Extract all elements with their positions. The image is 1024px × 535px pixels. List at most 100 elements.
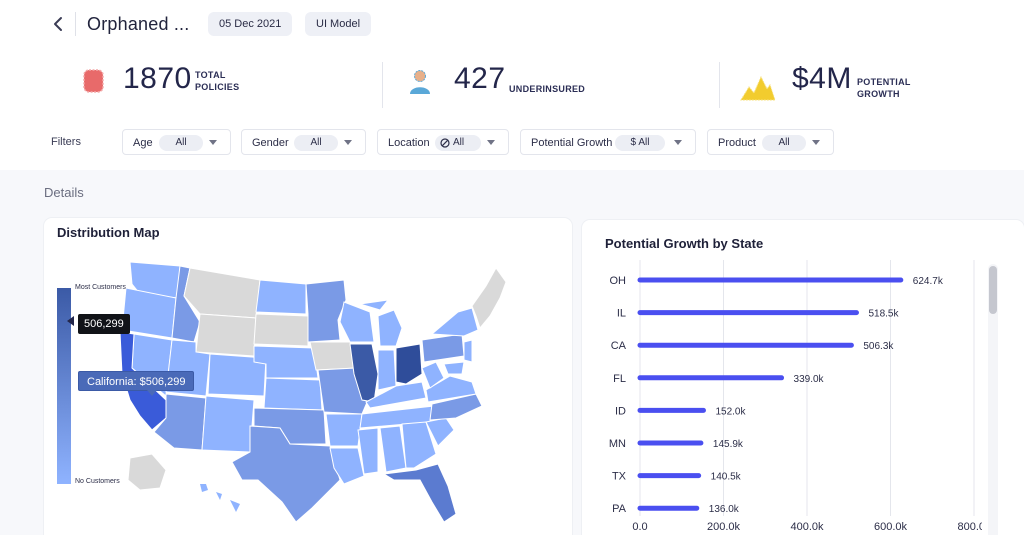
filter-label: Potential Growth xyxy=(531,137,613,149)
filter-value: All xyxy=(762,135,806,151)
data-label: 624.7k xyxy=(913,276,944,287)
x-tick-label: 400.0k xyxy=(790,521,824,533)
filter-label: Product xyxy=(718,137,756,149)
category-label: MN xyxy=(609,438,626,450)
category-label: IL xyxy=(617,308,626,320)
legend-max-label: Most Customers xyxy=(75,284,126,291)
kpi-value: 1870 xyxy=(123,62,192,95)
x-tick-label: 0.0 xyxy=(632,521,647,533)
state-ks xyxy=(263,377,323,411)
state-al xyxy=(379,425,407,473)
x-tick-label: 200.0k xyxy=(707,521,741,533)
scrollbar-thumb[interactable] xyxy=(989,266,997,314)
state-ky xyxy=(365,381,427,409)
x-tick-label: 600.0k xyxy=(874,521,908,533)
section-title: Details xyxy=(44,185,84,200)
header-panel: Orphaned ... 05 Dec 2021 UI Model 1870 T… xyxy=(0,0,1024,170)
state-co xyxy=(207,353,267,397)
growth-peaks-icon xyxy=(740,75,776,101)
filter-age[interactable]: Age All xyxy=(122,129,231,155)
state-nd xyxy=(255,279,307,315)
kpi-label: POTENTIAL GROWTH xyxy=(857,77,911,99)
kpi-label: TOTAL POLICIES xyxy=(195,70,240,92)
state-in xyxy=(377,349,397,391)
kpi-label: UNDERINSURED xyxy=(509,84,586,94)
state-oh xyxy=(395,343,423,385)
kpi-divider xyxy=(382,62,383,108)
category-label: CA xyxy=(611,340,627,352)
state-ms xyxy=(357,427,379,475)
legend-min-label: No Customers xyxy=(75,478,120,485)
legend-value-tooltip: 506,299 xyxy=(78,314,130,334)
data-label: 506.3k xyxy=(863,341,894,352)
filters-label: Filters xyxy=(51,136,81,148)
filter-potential-growth[interactable]: Potential Growth $ All xyxy=(520,129,696,155)
state-nj xyxy=(463,339,473,363)
category-label: ID xyxy=(615,405,626,417)
category-label: PA xyxy=(612,503,627,515)
state-mn xyxy=(305,279,347,343)
page-title: Orphaned ... xyxy=(87,14,190,34)
state-ar xyxy=(325,413,363,447)
state-wi xyxy=(339,301,375,343)
x-tick-label: 800.0k xyxy=(957,521,982,533)
data-label: 136.0k xyxy=(709,504,740,515)
state-ga xyxy=(401,421,437,469)
filter-value: All xyxy=(453,137,465,148)
data-label: 518.5k xyxy=(868,309,899,320)
state-va xyxy=(425,375,477,403)
state-ny xyxy=(430,307,479,337)
card-title: Distribution Map xyxy=(57,225,160,240)
state-tx xyxy=(231,425,341,523)
state-ia xyxy=(309,341,357,371)
card-title: Potential Growth by State xyxy=(605,236,764,251)
kpi-divider xyxy=(719,62,720,108)
model-chip[interactable]: UI Model xyxy=(305,12,372,36)
filter-product[interactable]: Product All xyxy=(707,129,834,155)
kpi-total-policies: 1870 TOTAL POLICIES xyxy=(82,58,362,108)
chevron-down-icon xyxy=(487,140,495,145)
distribution-map-card: Distribution Map Most Customers No Custo… xyxy=(44,218,572,535)
legend-marker-icon xyxy=(67,316,74,326)
bar-chart: 0.0 200.0k 400.0k 600.0k 800.0k OH 624.7k IL 518… xyxy=(609,260,982,533)
state-wy xyxy=(195,313,257,357)
kpi-underinsured: 427 UNDERINSURED xyxy=(408,58,708,108)
back-arrow-icon[interactable] xyxy=(50,14,68,34)
date-chip[interactable]: 05 Dec 2021 xyxy=(208,12,293,36)
category-label: TX xyxy=(612,471,627,483)
filter-gender[interactable]: Gender All xyxy=(241,129,366,155)
chart-scrollbar[interactable] xyxy=(988,264,998,535)
filter-location[interactable]: Location All xyxy=(377,129,509,155)
state-ak xyxy=(127,453,167,491)
filter-label: Location xyxy=(388,137,430,149)
state-md xyxy=(443,361,465,375)
kpi-value: $4M xyxy=(792,62,852,95)
chevron-down-icon xyxy=(344,140,352,145)
color-legend-bar xyxy=(57,288,71,484)
kpi-value: 427 xyxy=(454,62,506,95)
state-tooltip: California: $506,299 xyxy=(78,371,195,396)
state-mi xyxy=(359,299,403,347)
state-mt xyxy=(183,267,261,319)
filter-label: Age xyxy=(133,137,153,149)
growth-by-state-card: Potential Growth by State 0.0 200.0k 400.0… xyxy=(582,220,1024,535)
data-label: 145.9k xyxy=(713,439,744,450)
state-new-england xyxy=(471,267,507,330)
state-fl xyxy=(382,463,457,523)
category-label: FL xyxy=(613,373,626,385)
state-sd xyxy=(253,313,309,347)
state-wv xyxy=(421,361,445,389)
filter-value-wrap: All xyxy=(435,135,481,151)
person-icon xyxy=(410,70,430,94)
state-la xyxy=(329,447,365,485)
data-label: 152.0k xyxy=(715,406,746,417)
category-label: OH xyxy=(610,275,627,287)
no-filter-icon xyxy=(440,138,450,148)
chevron-down-icon xyxy=(674,140,682,145)
header-divider xyxy=(75,12,76,36)
filter-value: $ All xyxy=(615,135,665,151)
filter-value: All xyxy=(159,135,203,151)
filter-value: All xyxy=(294,135,338,151)
kpi-potential-growth: $4M POTENTIAL GROWTH xyxy=(739,58,999,108)
state-nm xyxy=(201,395,255,453)
